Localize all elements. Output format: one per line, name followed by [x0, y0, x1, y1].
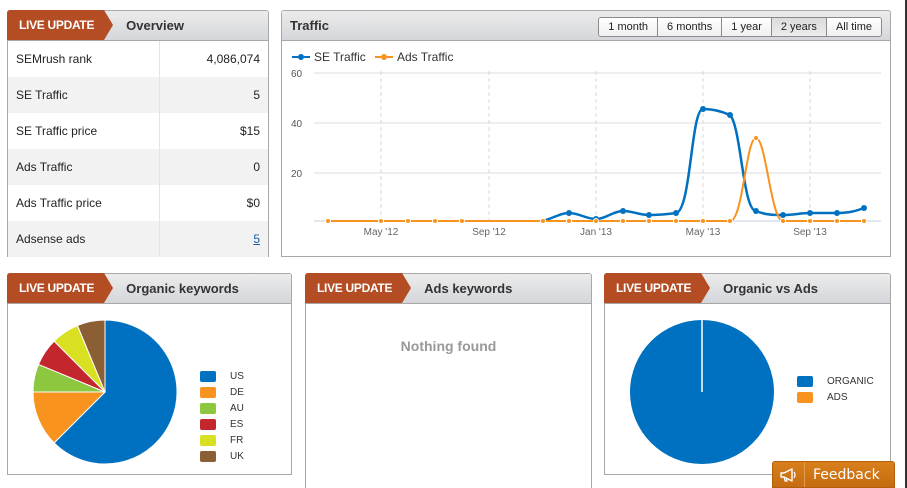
- legend-label: AU: [230, 402, 244, 414]
- organic-vs-ads-panel: LIVE UPDATE Organic vs Ads ORGANIC ADS: [604, 273, 891, 475]
- table-row: Ads Traffic price $0: [8, 185, 268, 221]
- svg-text:60: 60: [291, 69, 303, 80]
- swatch-icon: [797, 375, 813, 387]
- legend-item-de[interactable]: DE: [200, 384, 244, 400]
- swatch-icon: [200, 434, 216, 446]
- svg-text:Sep '12: Sep '12: [472, 227, 506, 238]
- legend-ads-traffic[interactable]: Ads Traffic: [375, 50, 453, 64]
- legend-se-traffic[interactable]: SE Traffic: [292, 50, 366, 64]
- range-1-year-button[interactable]: 1 year: [722, 18, 772, 36]
- live-update-badge: LIVE UPDATE: [305, 273, 412, 303]
- megaphone-icon: [773, 462, 805, 487]
- organic-keywords-panel: LIVE UPDATE Organic keywords US DE AU ES…: [7, 273, 292, 475]
- organic-keywords-title: Organic keywords: [126, 281, 239, 296]
- window-edge: [905, 0, 907, 488]
- ads-keywords-header: LIVE UPDATE Ads keywords: [305, 273, 591, 304]
- svg-text:May '13: May '13: [686, 227, 721, 238]
- organic-keywords-pie-chart: [32, 319, 178, 465]
- legend-label: DE: [230, 386, 244, 398]
- table-row: SE Traffic 5: [8, 77, 268, 113]
- overview-header: LIVE UPDATE Overview: [7, 10, 268, 41]
- svg-text:40: 40: [291, 119, 303, 130]
- swatch-icon: [200, 418, 216, 430]
- traffic-panel: Traffic 1 month 6 months 1 year 2 years …: [281, 10, 891, 257]
- row-value: 5: [159, 77, 268, 113]
- table-row: Adsense ads 5: [8, 221, 268, 257]
- ads-keywords-panel: LIVE UPDATE Ads keywords Nothing found: [305, 273, 592, 488]
- svg-text:20: 20: [291, 169, 303, 180]
- svg-text:May '12: May '12: [364, 227, 399, 238]
- organic-vs-ads-legend: ORGANIC ADS: [797, 373, 874, 405]
- row-label: SE Traffic: [8, 77, 160, 113]
- table-row: Ads Traffic 0: [8, 149, 268, 185]
- overview-panel: LIVE UPDATE Overview SEMrush rank 4,086,0…: [7, 10, 269, 257]
- range-all-time-button[interactable]: All time: [826, 18, 881, 36]
- range-selector: 1 month 6 months 1 year 2 years All time: [598, 17, 882, 37]
- legend-item-organic[interactable]: ORGANIC: [797, 373, 874, 389]
- legend-item-fr[interactable]: FR: [200, 432, 244, 448]
- swatch-icon: [200, 402, 216, 414]
- overview-table: SEMrush rank 4,086,074 SE Traffic 5 SE Tra…: [8, 41, 268, 257]
- row-label: SEMrush rank: [8, 41, 160, 77]
- legend-label: ADS: [827, 391, 848, 403]
- row-value: $15: [239, 124, 260, 138]
- legend-item-au[interactable]: AU: [200, 400, 244, 416]
- legend-label: UK: [230, 450, 244, 462]
- organic-vs-ads-pie-chart: [630, 320, 774, 464]
- range-6-months-button[interactable]: 6 months: [658, 18, 723, 36]
- empty-state-text: Nothing found: [400, 338, 497, 354]
- live-update-badge: LIVE UPDATE: [7, 10, 114, 40]
- adsense-ads-link[interactable]: 5: [253, 232, 260, 246]
- ads-traffic-swatch-icon: [375, 52, 393, 62]
- organic-keywords-header: LIVE UPDATE Organic keywords: [7, 273, 291, 304]
- row-value: 0: [159, 149, 268, 185]
- row-value: 4,086,074: [206, 52, 260, 66]
- overview-title: Overview: [126, 18, 184, 33]
- table-row: SE Traffic price $15: [8, 113, 268, 149]
- legend-item-es[interactable]: ES: [200, 416, 244, 432]
- legend-label: FR: [230, 434, 244, 446]
- swatch-icon: [200, 386, 216, 398]
- legend-label: ORGANIC: [827, 375, 874, 387]
- ads-keywords-title: Ads keywords: [424, 281, 513, 296]
- svg-text:Sep '13: Sep '13: [793, 227, 827, 238]
- live-update-badge: LIVE UPDATE: [604, 273, 711, 303]
- legend-label: SE Traffic: [314, 50, 366, 64]
- range-1-month-button[interactable]: 1 month: [599, 18, 659, 36]
- table-row: SEMrush rank 4,086,074: [8, 41, 268, 77]
- feedback-button[interactable]: Feedback: [772, 461, 895, 488]
- legend-label: Ads Traffic: [397, 50, 454, 64]
- traffic-line-chart: 60 40 20 May '12 Sep '12 Jan '13 May '13…: [291, 69, 881, 238]
- traffic-title: Traffic: [290, 18, 330, 33]
- swatch-icon: [200, 450, 216, 462]
- row-label: Adsense ads: [8, 221, 160, 257]
- legend-label: US: [230, 370, 244, 382]
- range-2-years-button[interactable]: 2 years: [771, 18, 827, 36]
- live-update-badge: LIVE UPDATE: [7, 273, 114, 303]
- swatch-icon: [200, 370, 216, 382]
- legend-item-ads[interactable]: ADS: [797, 389, 874, 405]
- organic-vs-ads-header: LIVE UPDATE Organic vs Ads: [604, 273, 890, 304]
- se-traffic-swatch-icon: [292, 52, 310, 62]
- legend-item-uk[interactable]: UK: [200, 448, 244, 464]
- swatch-icon: [797, 391, 813, 403]
- organic-vs-ads-title: Organic vs Ads: [723, 281, 819, 296]
- feedback-label: Feedback: [813, 466, 880, 483]
- row-label: SE Traffic price: [8, 113, 160, 149]
- row-value: $0: [246, 196, 260, 210]
- legend-item-us[interactable]: US: [200, 368, 244, 384]
- traffic-header: Traffic 1 month 6 months 1 year 2 years …: [282, 11, 890, 41]
- row-label: Ads Traffic: [8, 149, 160, 185]
- svg-text:Jan '13: Jan '13: [580, 227, 612, 238]
- row-label: Ads Traffic price: [8, 185, 160, 221]
- legend-label: ES: [230, 418, 244, 430]
- organic-keywords-legend: US DE AU ES FR UK: [200, 368, 244, 464]
